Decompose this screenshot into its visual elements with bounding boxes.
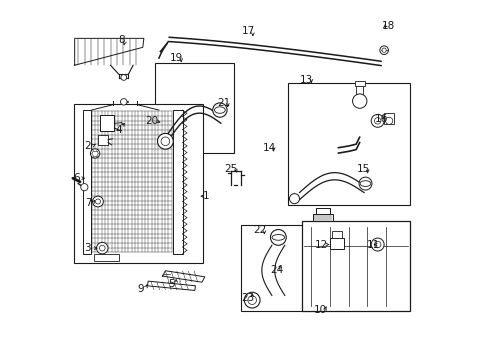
Polygon shape (163, 271, 205, 282)
Circle shape (121, 75, 126, 80)
Bar (100, 116, 115, 131)
Text: 10: 10 (314, 305, 327, 315)
Ellipse shape (360, 181, 371, 186)
Circle shape (371, 114, 384, 127)
Text: 25: 25 (225, 164, 238, 174)
Circle shape (353, 94, 367, 108)
Ellipse shape (215, 107, 225, 113)
Circle shape (99, 245, 105, 251)
Bar (95, 254, 120, 261)
Circle shape (91, 149, 100, 158)
Text: 11: 11 (367, 239, 380, 249)
Polygon shape (147, 281, 196, 291)
Text: 17: 17 (242, 26, 255, 36)
Circle shape (290, 194, 299, 204)
Text: 8: 8 (118, 35, 124, 45)
Bar (98, 135, 108, 145)
Ellipse shape (272, 234, 285, 240)
Bar (355, 81, 365, 86)
Bar (356, 85, 364, 94)
Bar (384, 113, 394, 125)
Circle shape (121, 99, 127, 105)
Text: 4: 4 (116, 125, 122, 135)
Circle shape (96, 199, 100, 204)
Text: 9: 9 (138, 284, 145, 294)
Circle shape (245, 292, 260, 308)
Circle shape (380, 46, 389, 54)
Text: 5: 5 (168, 279, 175, 289)
Text: 3: 3 (85, 243, 91, 253)
Text: 1: 1 (203, 191, 210, 201)
Bar (242, 225, 313, 311)
Circle shape (270, 229, 286, 245)
Circle shape (248, 296, 256, 305)
Text: 7: 7 (85, 198, 91, 208)
Bar (74, 104, 203, 263)
Circle shape (382, 48, 386, 52)
Circle shape (374, 118, 381, 124)
Bar (330, 238, 344, 249)
Text: 15: 15 (357, 164, 370, 174)
Text: 21: 21 (217, 98, 230, 108)
Circle shape (161, 137, 170, 145)
Circle shape (97, 242, 108, 254)
Circle shape (386, 117, 393, 125)
Bar (83, 110, 91, 253)
Circle shape (93, 196, 103, 207)
Bar (172, 110, 183, 253)
Circle shape (81, 184, 88, 191)
Polygon shape (74, 39, 144, 65)
Text: 24: 24 (270, 265, 283, 275)
Text: 18: 18 (382, 21, 395, 31)
Text: 16: 16 (375, 114, 388, 124)
Bar (288, 83, 410, 205)
Text: 14: 14 (263, 143, 276, 153)
Text: 2: 2 (85, 141, 91, 151)
Text: 13: 13 (300, 75, 313, 85)
Text: 23: 23 (241, 293, 254, 303)
Bar (302, 221, 410, 311)
Bar (313, 214, 333, 221)
Circle shape (359, 177, 372, 190)
Text: 6: 6 (73, 173, 80, 183)
Text: 22: 22 (253, 225, 267, 235)
Circle shape (374, 241, 381, 248)
Bar (332, 231, 342, 238)
Text: 12: 12 (315, 239, 328, 249)
Circle shape (371, 238, 384, 251)
Bar (155, 63, 234, 153)
Text: 19: 19 (170, 53, 183, 63)
Circle shape (213, 103, 227, 117)
Bar (316, 208, 330, 214)
Text: 20: 20 (145, 116, 158, 126)
Circle shape (157, 134, 173, 149)
